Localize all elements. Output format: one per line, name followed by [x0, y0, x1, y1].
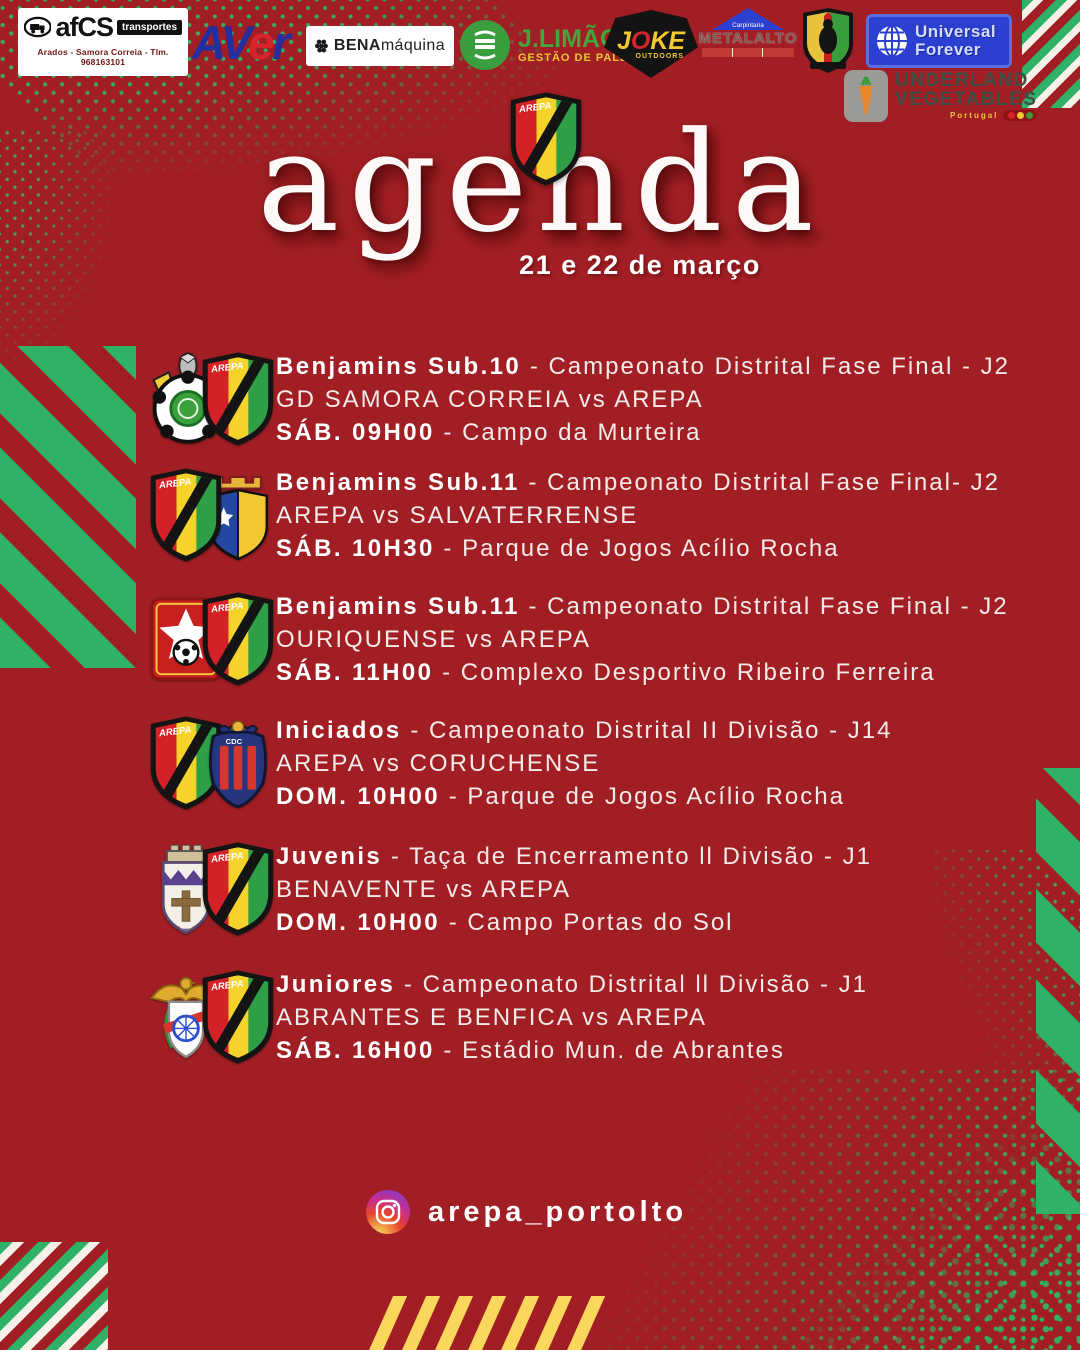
joke-ke: KE [650, 26, 686, 55]
instagram-icon [366, 1190, 410, 1234]
sponsor-aver: AVer [192, 16, 291, 69]
fixture-category: Benjamins Sub.11 [276, 469, 520, 496]
fixture-match: OURIQUENSE vs AREPA [276, 626, 591, 653]
universal-line2: Forever [915, 40, 981, 59]
sponsor-benamaquina: BENAmáquina [306, 26, 454, 66]
instagram-row: arepa_portolto [366, 1190, 687, 1234]
crest-arepa-icon [200, 590, 276, 688]
fixture-category: Benjamins Sub.11 [276, 593, 520, 620]
fixture-row-iniciados: Iniciados - Campeonato Distrital II Divi… [148, 712, 1058, 824]
crest-arepa-icon [200, 840, 276, 938]
jlimao-brand: J.LIMÃO [518, 25, 620, 53]
universal-line1: Universal [915, 22, 997, 41]
sponsor-metalalto: Carpintaria METALALTO [698, 8, 798, 74]
fixture-venue: - Campo da Murteira [443, 419, 702, 446]
underland-line1: UNDERLAND [895, 70, 1029, 91]
fixture-datetime: SÁB. 11H00 [276, 659, 434, 686]
fixture-category: Iniciados [276, 717, 402, 744]
afcs-brand: afCS [55, 12, 114, 42]
fixture-venue: - Estádio Mun. de Abrantes [443, 1037, 785, 1064]
striped-corner-top-right [1022, 0, 1080, 108]
bena-rest: máquina [380, 37, 445, 54]
sponsor-universal-forever: Universal Forever [866, 14, 1012, 68]
fixture-row-benjamins-sub10: Benjamins Sub.10 - Campeonato Distrital … [148, 348, 1058, 460]
pallet-recycle-icon [460, 20, 510, 70]
crest-pair [148, 588, 280, 692]
crest-pair [148, 838, 280, 942]
sponsor-club-crest-icon [803, 8, 853, 73]
fixture-datetime: SÁB. 09H00 [276, 419, 435, 446]
fixture-row-benjamins-sub11-home: Benjamins Sub.11 - Campeonato Distrital … [148, 464, 1058, 576]
crest-pair [148, 966, 280, 1070]
fixture-row-benjamins-sub11-away: Benjamins Sub.11 - Campeonato Distrital … [148, 588, 1058, 700]
fixture-competition: - Campeonato Distrital Fase Final- J2 [528, 469, 1000, 496]
underland-country: Portugal [949, 111, 999, 120]
aver-text-red: e [248, 16, 274, 69]
yellow-slashes-bottom [350, 1296, 672, 1350]
fixture-match: BENAVENTE vs AREPA [276, 876, 572, 903]
fixture-row-juvenis: Juvenis - Taça de Encerramento ll Divisã… [148, 838, 1058, 950]
green-chevron-stripes-left [0, 346, 136, 668]
joke-o: O [630, 26, 651, 55]
event-date: 21 e 22 de março [519, 250, 761, 280]
underland-line2: VEGETABLES [895, 89, 1038, 110]
afcs-tagline: Arados - Samora Correia - Tlm. 968163101 [37, 47, 169, 67]
fixture-datetime: SÁB. 10H30 [276, 535, 435, 562]
fixture-match: GD SAMORA CORREIA vs AREPA [276, 386, 704, 413]
grapes-icon [315, 39, 328, 53]
crest-pair [148, 348, 280, 452]
truck-icon [24, 16, 52, 38]
instagram-handle: arepa_portolto [428, 1195, 688, 1228]
fixture-category: Juniores [276, 971, 396, 998]
arepa-crest-icon [508, 90, 584, 188]
joke-tag: OUTDOORS [635, 52, 684, 60]
sponsor-afcs-transportes: afCS transportes Arados - Samora Correia… [18, 8, 188, 76]
fixture-venue: - Parque de Jogos Acílio Rocha [448, 783, 845, 810]
crest-arepa-icon [200, 350, 276, 448]
striped-corner-bottom-left [0, 1242, 108, 1350]
crest-arepa-icon [148, 466, 224, 564]
crest-pair [148, 464, 280, 568]
fixture-venue: - Campo Portas do Sol [448, 909, 734, 936]
roof-truss-icon: Carpintaria [712, 8, 784, 30]
fixture-datetime: SÁB. 16H00 [276, 1037, 435, 1064]
fixture-competition: - Campeonato Distrital II Divisão - J14 [410, 717, 893, 744]
metalalto-banner [702, 48, 794, 57]
fixture-datetime: DOM. 10H00 [276, 909, 441, 936]
fixture-row-juniores: Juniores - Campeonato Distrital ll Divis… [148, 966, 1058, 1078]
fixture-category: Juvenis [276, 843, 383, 870]
aver-text-blue2: r [272, 16, 290, 69]
fixture-competition: - Campeonato Distrital Fase Final - J2 [529, 353, 1010, 380]
fixture-competition: - Campeonato Distrital ll Divisão - J1 [403, 971, 869, 998]
fixture-match: AREPA vs SALVATERRENSE [276, 502, 639, 529]
fixture-competition: - Campeonato Distrital Fase Final - J2 [528, 593, 1009, 620]
halftone-dots-bottom-right-large [760, 1130, 1080, 1350]
fixture-match: ABRANTES E BENFICA vs AREPA [276, 1004, 707, 1031]
carrot-icon [844, 70, 888, 122]
globe-icon [877, 25, 907, 57]
sponsor-underland-vegetables: UNDERLAND VEGETABLES Portugal [844, 70, 1038, 122]
metalalto-top-label: Carpintaria [732, 22, 764, 29]
crest-pair [148, 712, 280, 816]
aver-text-blue: AV [192, 16, 250, 69]
traffic-light-dots-icon [1003, 110, 1038, 121]
fixture-venue: - Complexo Desportivo Ribeiro Ferreira [442, 659, 936, 686]
joke-j: J [616, 26, 631, 55]
green-chevron-stripes-right [1036, 768, 1080, 1214]
bena-bold: BENA [333, 37, 381, 54]
fixture-match: AREPA vs CORUCHENSE [276, 750, 601, 777]
crest-arepa-icon [200, 968, 276, 1066]
fixture-competition: - Taça de Encerramento ll Divisão - J1 [390, 843, 872, 870]
afcs-sub: transportes [116, 19, 182, 35]
fixture-venue: - Parque de Jogos Acílio Rocha [443, 535, 840, 562]
fixture-datetime: DOM. 10H00 [276, 783, 441, 810]
crest-coruchense-icon [200, 714, 276, 812]
metalalto-brand: METALALTO [698, 30, 798, 47]
fixture-category: Benjamins Sub.10 [276, 353, 522, 380]
